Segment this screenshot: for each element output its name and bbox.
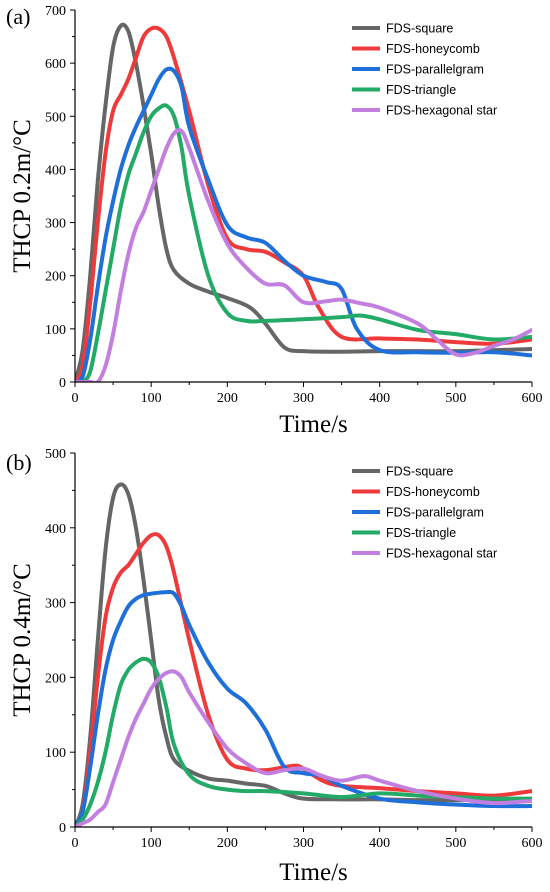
y-tick-label: 600	[45, 57, 66, 72]
x-tick-label: 500	[445, 391, 466, 406]
series-line-fds-parallelgram	[75, 66, 532, 382]
y-tick-label: 0	[59, 376, 66, 391]
panel-label: (b)	[6, 450, 32, 475]
x-tick-label: 300	[293, 391, 314, 406]
y-tick-label: 100	[45, 323, 66, 338]
x-tick-label: 100	[141, 836, 162, 851]
x-tick-label: 200	[217, 391, 238, 406]
y-tick-label: 400	[45, 522, 66, 537]
series-line-fds-honeycomb	[75, 532, 532, 827]
legend: FDS-square FDS-honeycomb FDS-parallelgram F…	[352, 465, 497, 561]
x-tick-label: 400	[369, 836, 390, 851]
y-tick-label: 300	[45, 597, 66, 612]
y-tick-label: 700	[45, 4, 66, 19]
y-tick-label: 500	[45, 447, 66, 462]
legend-label: FDS-parallelgram	[386, 63, 484, 77]
x-tick-label: 0	[72, 836, 79, 851]
series-line-fds-square	[75, 22, 532, 382]
x-tick-label: 0	[72, 391, 79, 406]
series-line-fds-hexagonal-star	[75, 669, 532, 827]
x-tick-label: 100	[141, 391, 162, 406]
series-line-fds-honeycomb	[75, 25, 532, 382]
legend-label: FDS-honeycomb	[386, 485, 480, 499]
panel-label: (a)	[6, 4, 30, 29]
y-tick-label: 0	[59, 821, 66, 836]
y-axis-title: THCP 0.2m/°C	[9, 119, 36, 273]
series-line-fds-triangle	[75, 103, 532, 382]
series-line-fds-triangle	[75, 656, 532, 827]
y-axis-title: THCP 0.4m/°C	[9, 563, 36, 717]
legend-label: FDS-triangle	[386, 83, 456, 97]
legend-label: FDS-hexagonal star	[386, 547, 497, 561]
y-tick-label: 400	[45, 163, 66, 178]
legend: FDS-square FDS-honeycomb FDS-parallelgram F…	[352, 22, 497, 118]
y-tick-label: 200	[45, 270, 66, 285]
x-axis-title: Time/s	[279, 411, 348, 438]
x-tick-label: 600	[522, 836, 543, 851]
x-tick-label: 200	[217, 836, 238, 851]
chart-panel-a: 0 100 200 300 400 500 600 0 100 200 300 400 500 600 70…	[6, 4, 543, 438]
y-tick-label: 500	[45, 110, 66, 125]
x-tick-label: 300	[293, 836, 314, 851]
y-tick-label: 200	[45, 671, 66, 686]
x-tick-label: 600	[522, 391, 543, 406]
x-tick-label: 500	[445, 836, 466, 851]
legend-label: FDS-square	[386, 22, 453, 36]
y-tick-label: 300	[45, 217, 66, 232]
series-line-fds-hexagonal-star	[75, 128, 532, 382]
legend-label: FDS-triangle	[386, 526, 456, 540]
y-tick-label: 100	[45, 746, 66, 761]
x-axis-title: Time/s	[279, 859, 348, 886]
x-tick-label: 400	[369, 391, 390, 406]
legend-label: FDS-parallelgram	[386, 506, 484, 520]
series-line-fds-square	[75, 482, 532, 827]
legend-label: FDS-honeycomb	[386, 42, 480, 56]
chart-panel-b: 0 100 200 300 400 500 600 0 100 200 300 400 500 Time/…	[6, 447, 543, 886]
legend-label: FDS-square	[386, 465, 453, 479]
legend-label: FDS-hexagonal star	[386, 104, 497, 118]
series-line-fds-parallelgram	[75, 589, 532, 827]
